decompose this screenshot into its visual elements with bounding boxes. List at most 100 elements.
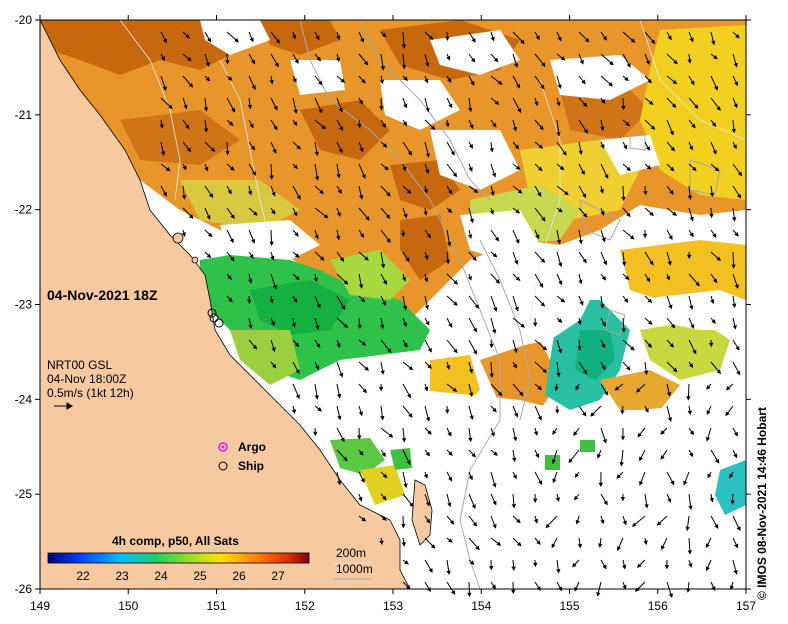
current-arrowhead [403,76,408,82]
current-arrowhead [403,103,408,109]
current-arrowhead [511,457,517,463]
current-arrowhead [600,144,605,149]
current-arrowhead [716,106,721,111]
current-arrowhead [449,520,455,525]
current-arrowhead [296,145,301,150]
current-arrowhead [448,323,453,329]
current-arrowhead [669,130,674,136]
current-arrowhead [490,191,495,196]
current-arrowhead [273,125,278,131]
current-arrowhead [404,560,409,565]
current-arrowhead [647,343,653,348]
current-arrowhead [339,372,344,378]
current-arrowhead [468,107,473,113]
current-arrowhead [295,275,300,281]
current-arrowhead [424,305,430,310]
current-arrowhead [625,121,630,127]
island [411,479,433,546]
current-arrowhead [616,546,621,552]
current-arrowhead [732,144,737,150]
current-arrowhead [688,145,693,151]
x-tick-label: 156 [648,599,668,613]
current-arrowhead [489,373,494,378]
current-arrowhead [270,321,275,327]
current-arrowhead [248,279,253,284]
current-arrowhead [637,432,642,438]
current-arrowhead [556,131,561,137]
current-arrowhead [471,504,476,510]
current-arrowhead [269,175,274,180]
current-arrowhead [683,480,688,486]
current-arrowhead [533,562,538,568]
x-tick-label: 149 [30,599,50,613]
current-arrowhead [590,412,595,417]
current-arrowhead [314,176,320,181]
current-arrowhead [207,232,213,238]
current-arrowhead [445,409,450,415]
current-arrowhead [206,253,212,259]
current-arrowhead [468,144,473,149]
current-arrowhead [648,100,654,105]
current-arrowhead [337,415,342,421]
current-arrowhead [515,276,521,282]
current-arrowhead [339,126,344,132]
current-arrowhead [341,305,346,311]
current-arrowhead [358,496,363,502]
current-arrowhead [269,79,274,85]
colorbar-tick-label: 25 [193,569,207,583]
current-arrowhead [575,385,580,391]
current-arrowhead [430,544,436,549]
current-arrowhead [516,541,522,547]
current-arrowhead [271,209,276,215]
current-arrowhead [492,482,497,488]
current-arrowhead [272,363,277,369]
current-arrowhead [540,258,546,263]
current-arrowhead [737,171,743,177]
current-arrowhead [452,172,458,178]
current-arrowhead [489,210,495,215]
current-arrowhead [428,568,433,573]
current-arrowhead [227,275,232,280]
current-arrowhead [706,436,711,442]
current-arrowhead [447,242,452,247]
current-arrowhead [273,105,278,111]
current-arrowhead [401,542,406,547]
current-arrowhead [689,430,695,436]
current-arrowhead [541,62,546,67]
current-arrowhead [293,211,298,217]
current-arrowhead [582,102,588,108]
current-arrowhead [514,306,519,312]
current-arrowhead [427,430,432,435]
current-arrowhead [269,241,274,247]
current-arrowhead [343,323,349,329]
current-arrowhead [512,126,518,132]
current-arrowhead [707,473,712,479]
current-arrowhead [491,172,497,178]
current-arrowhead [358,195,364,200]
current-arrowhead [709,213,714,219]
current-arrowhead [562,151,567,156]
current-arrowhead [406,584,411,590]
current-arrowhead [402,121,407,127]
current-arrowhead [168,104,173,110]
current-arrowhead [210,147,216,152]
current-source: NRT00 GSL [47,358,112,372]
current-arrowhead [534,101,539,107]
current-arrowhead [621,105,626,111]
current-arrowhead [489,566,494,571]
current-arrowhead [609,60,614,66]
current-arrowhead [647,320,653,325]
current-arrowhead [705,566,710,572]
current-arrowhead [520,39,525,45]
current-arrowhead [735,33,740,39]
current-arrowhead [358,99,363,105]
colorbar-tick-label: 22 [76,569,90,583]
current-arrowhead [162,86,167,91]
y-axis-ticks [35,19,751,590]
current-arrowhead [451,590,456,595]
current-arrowhead [603,500,608,506]
current-arrowhead [294,342,300,348]
bathymetry-contours [299,20,721,589]
current-arrowhead [229,238,234,244]
current-arrowhead [204,166,209,172]
